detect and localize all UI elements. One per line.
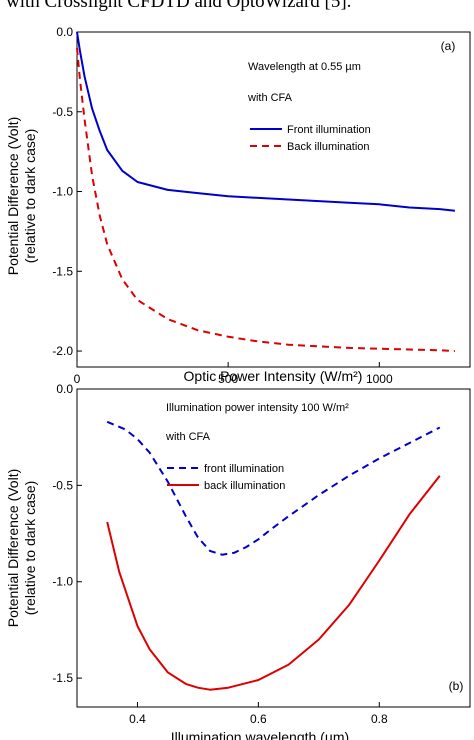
annotation-cfa-b: with CFA xyxy=(165,431,211,443)
x-tick-label-a-2: 1000 xyxy=(366,372,393,386)
y-tick-label-b-3: -1.5 xyxy=(52,671,73,685)
y-tick-label-a-2: -1.0 xyxy=(52,185,73,199)
y-axis-title-b-line2: (relative to dark case) xyxy=(22,481,38,616)
annotation-wavelength: Wavelength at 0.55 µm xyxy=(248,61,361,73)
series-line-front-illumination-a xyxy=(76,31,456,212)
x-tick-label-a-1: 500 xyxy=(218,372,238,386)
x-axis-title-a: Optic Power Intensity (W/m²) xyxy=(184,368,363,384)
legend-label-front-illumination-b: front illumination xyxy=(204,463,284,475)
y-tick-label-a-4: -2.0 xyxy=(52,344,73,358)
y-tick-label-a-3: -1.5 xyxy=(52,264,73,278)
panel-label-b: (b) xyxy=(449,679,464,693)
series-group-a xyxy=(76,31,456,352)
tick-group-b: 0.4 0.6 0.8 0.0 -0.5 -1.0 -1.5 xyxy=(52,382,388,726)
x-axis-title-b: Illumination wavelength (µm) xyxy=(171,729,349,740)
legend-label-front-illumination: Front illumination xyxy=(287,124,371,136)
y-tick-label-a-0: 0.0 xyxy=(56,25,73,39)
page-header-text: with Crosslight CFDTD and OptoWizard [5]… xyxy=(6,0,352,12)
panel-label-a: (a) xyxy=(441,39,456,53)
x-tick-label-b-1: 0.6 xyxy=(250,712,267,726)
y-axis-title-b-line1: Potential Difference (Volt) xyxy=(5,469,21,628)
y-axis-title-a-line2: (relative to dark case) xyxy=(22,129,38,264)
series-line-front-illumination-b xyxy=(106,420,441,556)
x-tick-label-b-0: 0.4 xyxy=(129,712,146,726)
series-group-b xyxy=(106,420,441,691)
legend-label-back-illumination-b: back illumination xyxy=(204,480,285,492)
plot-area-frame-a xyxy=(76,31,471,368)
legend-label-back-illumination: Back illumination xyxy=(287,141,370,153)
plot-area-frame-b xyxy=(76,388,471,708)
tick-group-a: 0 500 1000 0.0 -0.5 -1.0 -1.5 -2.0 xyxy=(52,25,393,386)
y-tick-label-b-2: -1.0 xyxy=(52,575,73,589)
annotation-power-intensity: Illumination power intensity 100 W/m² xyxy=(166,402,349,414)
series-line-back-illumination-a xyxy=(76,47,455,352)
annotation-cfa-a: with CFA xyxy=(247,92,293,104)
x-tick-label-b-2: 0.8 xyxy=(371,712,388,726)
y-axis-title-a-line1: Potential Difference (Volt) xyxy=(5,117,21,276)
x-tick-label-a-0: 0 xyxy=(74,372,81,386)
y-tick-label-b-0: 0.0 xyxy=(56,382,73,396)
chart-panel-b: 0.4 0.6 0.8 0.0 -0.5 -1.0 -1.5 (b) Illuminatio… xyxy=(5,382,471,740)
y-tick-label-b-1: -0.5 xyxy=(52,478,73,492)
y-tick-label-a-1: -0.5 xyxy=(52,105,73,119)
series-line-back-illumination-b xyxy=(106,475,441,691)
chart-panel-a: 0 500 1000 0.0 -0.5 -1.0 -1.5 -2.0 (a) Waveleng… xyxy=(5,25,471,386)
